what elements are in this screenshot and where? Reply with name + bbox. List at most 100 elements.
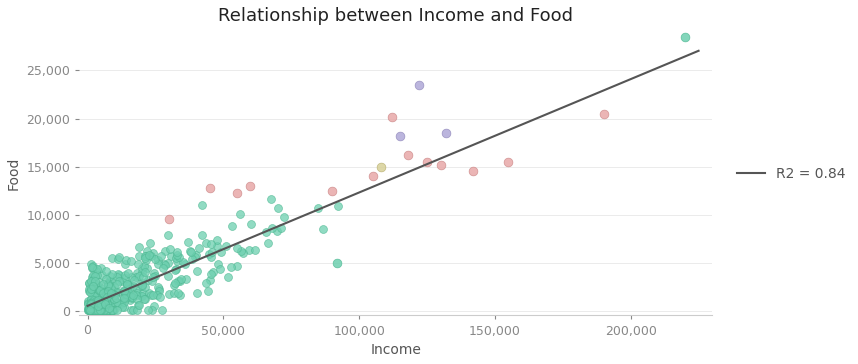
Point <box>83 305 97 311</box>
Point <box>82 305 95 311</box>
Point <box>89 298 103 304</box>
Point <box>155 307 169 313</box>
Point <box>118 288 131 294</box>
Point <box>169 266 183 272</box>
Point <box>130 290 144 296</box>
Point <box>83 307 97 313</box>
Point <box>393 133 407 139</box>
Point <box>136 283 149 289</box>
Point <box>100 297 113 303</box>
Point <box>157 261 171 266</box>
Point <box>146 278 160 284</box>
Point <box>82 301 95 307</box>
Point <box>166 290 180 296</box>
Point <box>89 302 103 308</box>
Point <box>174 276 188 282</box>
Point <box>102 283 116 289</box>
Point <box>147 292 160 298</box>
Point <box>118 288 131 293</box>
Point <box>106 307 119 313</box>
Point <box>154 253 167 259</box>
Point <box>105 272 118 277</box>
Point <box>87 282 100 288</box>
Point <box>127 277 141 283</box>
Point <box>96 307 110 313</box>
Point <box>230 190 244 196</box>
Point <box>159 262 172 268</box>
Point <box>103 307 117 313</box>
Point <box>84 297 98 302</box>
Point <box>184 249 198 255</box>
Point <box>94 293 108 299</box>
Point <box>152 288 166 293</box>
Point <box>171 278 184 284</box>
Point <box>137 297 151 302</box>
Point <box>83 307 97 313</box>
Point <box>87 297 100 303</box>
Point <box>152 286 166 292</box>
Point <box>130 307 144 313</box>
Point <box>325 188 339 194</box>
Point <box>94 290 108 296</box>
Point <box>86 307 100 313</box>
Point <box>160 260 174 266</box>
Point <box>124 274 137 280</box>
Point <box>263 196 277 202</box>
Point <box>88 273 102 278</box>
Point <box>83 301 97 307</box>
Point <box>96 290 110 296</box>
Point <box>145 253 159 258</box>
Point <box>96 296 110 302</box>
Point <box>132 244 146 250</box>
Point <box>131 261 145 267</box>
Point <box>366 173 379 179</box>
Point <box>97 289 111 294</box>
Point <box>202 251 215 257</box>
Point <box>190 268 204 274</box>
Point <box>83 304 97 309</box>
Point <box>148 256 162 262</box>
Point <box>138 269 152 275</box>
Point <box>87 286 100 292</box>
Point <box>86 263 100 269</box>
Point <box>105 303 118 309</box>
Point <box>171 258 184 264</box>
Point <box>140 265 154 271</box>
Point <box>130 270 144 276</box>
Point <box>164 253 178 259</box>
Point <box>151 261 165 267</box>
Point <box>107 307 121 313</box>
Point <box>96 299 110 305</box>
Point <box>88 300 101 306</box>
Point <box>91 307 105 313</box>
Point <box>99 290 112 296</box>
Point <box>90 266 104 272</box>
Point <box>88 278 102 284</box>
Point <box>148 273 162 278</box>
Point <box>105 303 118 309</box>
Point <box>83 282 97 288</box>
Point <box>130 274 143 280</box>
Point <box>95 272 109 277</box>
Point <box>204 271 218 277</box>
Point <box>92 307 106 313</box>
Point <box>137 284 151 290</box>
Point <box>156 265 170 271</box>
Point <box>439 130 453 136</box>
Point <box>83 287 97 293</box>
Point <box>110 299 124 305</box>
Point <box>98 301 112 307</box>
Point <box>173 292 187 298</box>
Point <box>147 250 160 256</box>
Point <box>119 281 133 286</box>
Point <box>112 254 126 260</box>
Point <box>202 185 216 191</box>
Point <box>82 300 95 306</box>
Title: Relationship between Income and Food: Relationship between Income and Food <box>218 7 573 25</box>
Point <box>120 289 134 294</box>
Point <box>87 285 100 290</box>
Point <box>93 307 106 313</box>
Point <box>93 307 106 313</box>
Point <box>85 300 99 306</box>
Point <box>167 282 181 288</box>
